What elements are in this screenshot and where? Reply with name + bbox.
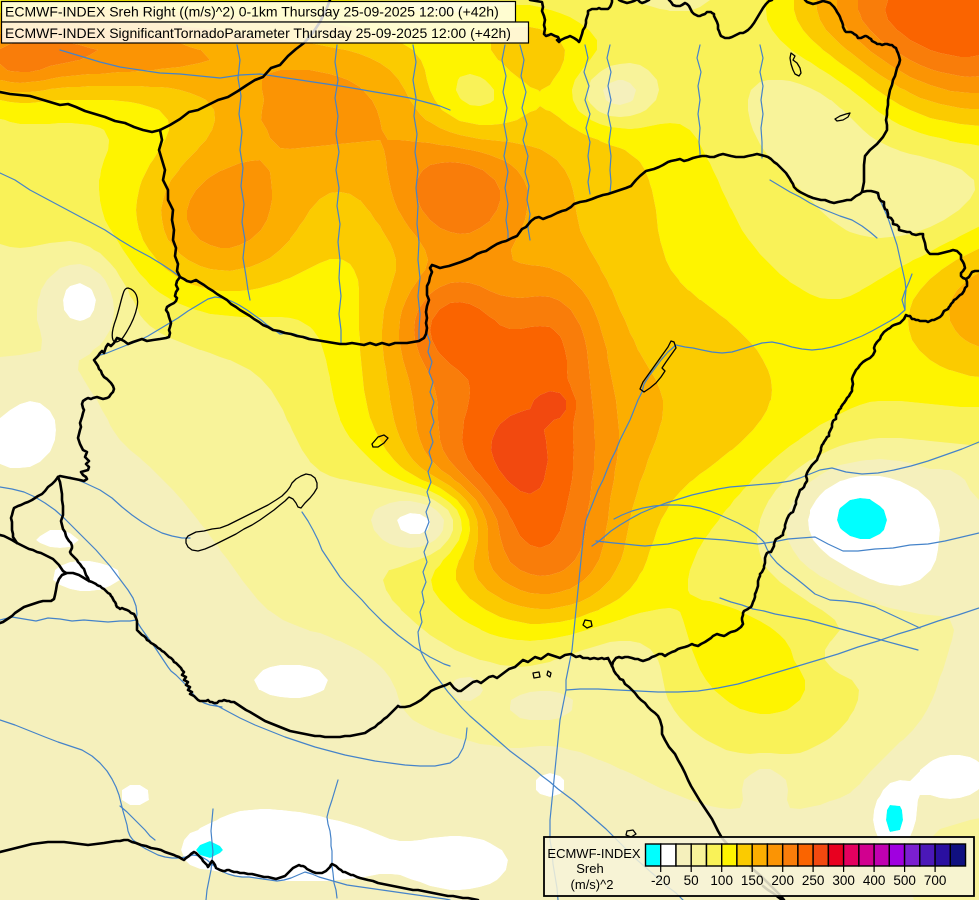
svg-text:50: 50 bbox=[684, 873, 699, 888]
svg-text:ECMWF-INDEX: ECMWF-INDEX bbox=[547, 846, 640, 861]
svg-text:250: 250 bbox=[802, 873, 825, 888]
svg-text:700: 700 bbox=[924, 873, 947, 888]
svg-text:ECMWF-INDEX SignificantTornado: ECMWF-INDEX SignificantTornadoParameter … bbox=[5, 25, 511, 41]
svg-text:100: 100 bbox=[710, 873, 733, 888]
svg-text:500: 500 bbox=[893, 873, 916, 888]
svg-text:300: 300 bbox=[832, 873, 855, 888]
svg-text:200: 200 bbox=[771, 873, 794, 888]
svg-text:(m/s)^2: (m/s)^2 bbox=[571, 877, 614, 892]
svg-text:ECMWF-INDEX Sreh Right ((m/s)^: ECMWF-INDEX Sreh Right ((m/s)^2) 0-1km T… bbox=[5, 4, 499, 20]
svg-text:400: 400 bbox=[863, 873, 886, 888]
svg-text:150: 150 bbox=[741, 873, 764, 888]
svg-text:-20: -20 bbox=[651, 873, 671, 888]
svg-text:Sreh: Sreh bbox=[576, 861, 603, 876]
